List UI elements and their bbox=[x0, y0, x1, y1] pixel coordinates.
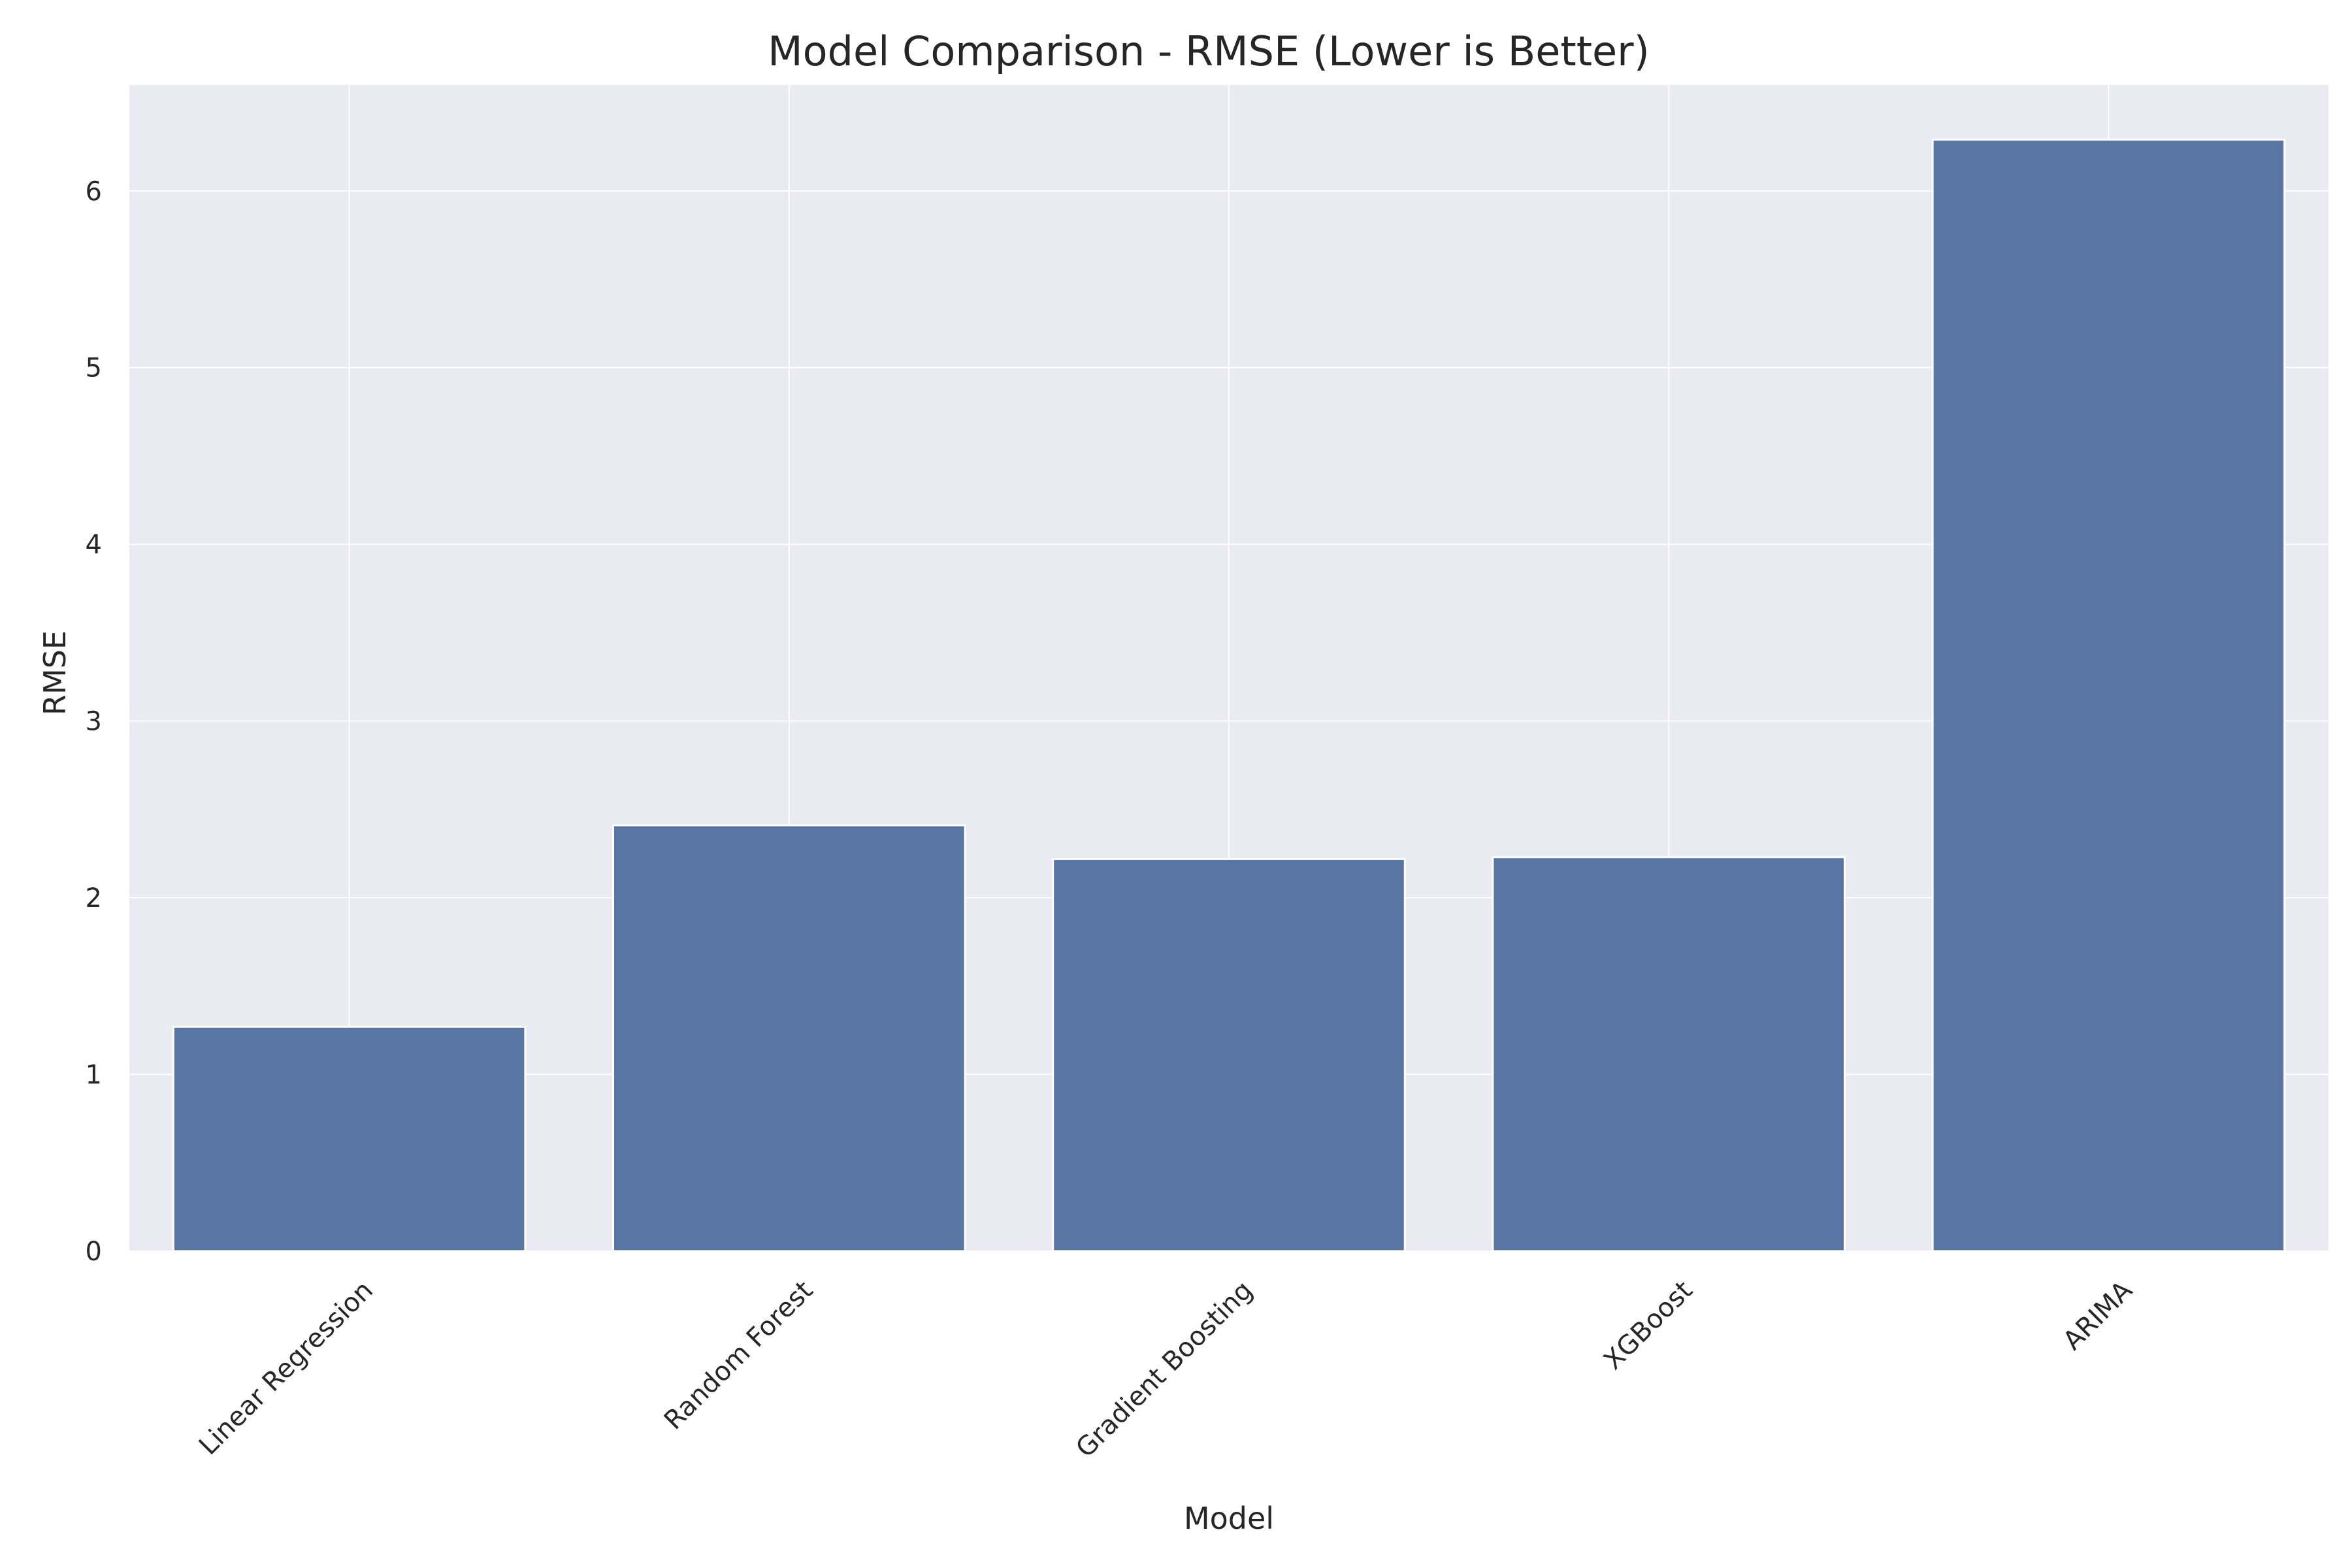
y-tick-labels: 0 1 2 3 4 5 6 bbox=[86, 176, 102, 1267]
x-tick-labels: Linear Regression Random Forest Gradient B… bbox=[193, 1275, 2138, 1463]
bar-arima bbox=[1931, 139, 2286, 1252]
y-tick-label: 6 bbox=[86, 176, 102, 206]
bars bbox=[172, 139, 2286, 1252]
x-tick-label: ARIMA bbox=[2057, 1275, 2138, 1356]
x-tick-label: Gradient Boosting bbox=[1070, 1275, 1258, 1463]
y-tick-label: 3 bbox=[86, 707, 102, 737]
x-tick-label: XGBoost bbox=[1598, 1275, 1699, 1376]
bar-linear-regression bbox=[172, 1026, 527, 1252]
bar-gradient-boosting bbox=[1052, 858, 1406, 1252]
y-tick-label: 1 bbox=[86, 1060, 102, 1090]
chart-title: Model Comparison - RMSE (Lower is Better… bbox=[768, 27, 1650, 75]
y-tick-label: 2 bbox=[86, 883, 102, 913]
y-tick-label: 5 bbox=[86, 353, 102, 384]
bar-random-forest bbox=[612, 824, 966, 1252]
y-axis-label: RMSE bbox=[37, 630, 73, 715]
bar-xgboost bbox=[1492, 856, 1846, 1252]
y-tick-label: 0 bbox=[86, 1237, 102, 1267]
x-tick-label: Random Forest bbox=[659, 1275, 819, 1435]
x-tick-label: Linear Regression bbox=[193, 1275, 379, 1461]
y-tick-label: 4 bbox=[86, 530, 102, 560]
x-axis-label: Model bbox=[1184, 1501, 1274, 1536]
